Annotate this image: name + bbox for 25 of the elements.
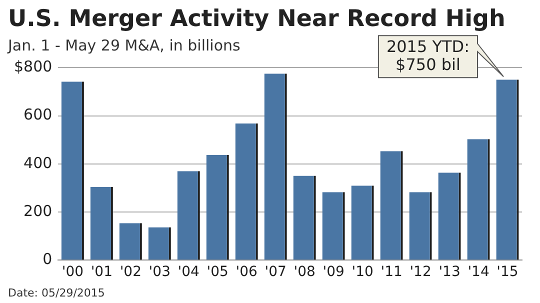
annotation: 2015 YTD: $750 bil [386, 36, 470, 74]
x-tick-label: '10 [352, 264, 374, 280]
x-tick-label: '13 [438, 264, 460, 280]
y-tick-label: 200 [24, 202, 52, 220]
x-tick-label: '05 [206, 264, 228, 280]
chart-title: U.S. Merger Activity Near Record High [8, 6, 506, 32]
x-tick-label: '07 [264, 264, 286, 280]
x-tick-label: '04 [178, 264, 200, 280]
x-tick-label: '08 [294, 264, 316, 280]
x-tick-label: '15 [496, 264, 518, 280]
y-tick-label: 0 [42, 250, 52, 268]
x-tick-label: '11 [380, 264, 402, 280]
x-tick-label: '01 [90, 264, 112, 280]
chart-subtitle: Jan. 1 - May 29 M&A, in billions [7, 36, 241, 54]
y-tick-label: 600 [24, 106, 52, 124]
x-tick-label: '09 [322, 264, 344, 280]
text: Date: 05/29/2015 [8, 286, 105, 300]
x-tick-label: '02 [120, 264, 142, 280]
x-tick-label: '00 [62, 264, 84, 280]
x-tick-label: '12 [410, 264, 432, 280]
x-tick-label: '06 [236, 264, 258, 280]
x-tick-label: '03 [148, 264, 170, 280]
y-tick-label: $800 [14, 57, 52, 76]
x-tick-label: '14 [468, 264, 490, 280]
y-tick-label: 400 [24, 154, 52, 172]
